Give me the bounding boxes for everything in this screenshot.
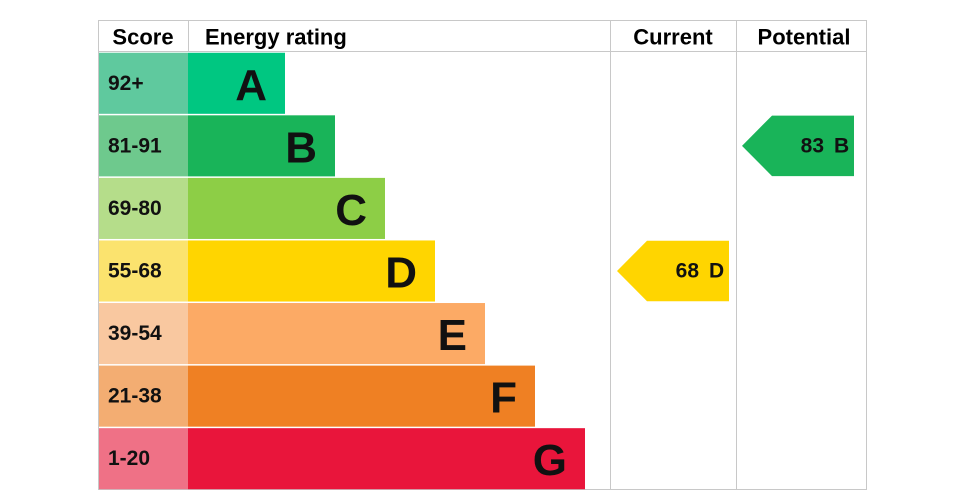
rating-letter: B [285, 123, 317, 172]
score-label: 81-91 [108, 134, 162, 157]
current-score: 68 [676, 259, 700, 282]
header-potential: Potential [758, 25, 851, 50]
score-cell [99, 115, 188, 177]
rating-letter: A [235, 61, 267, 110]
rating-bar [188, 428, 585, 490]
score-cell [99, 240, 188, 302]
rating-bar [188, 365, 535, 427]
potential-score: 83 [801, 134, 824, 157]
score-label: 21-38 [108, 385, 162, 408]
rating-bar [188, 115, 335, 177]
score-cell [99, 428, 188, 490]
score-label: 39-54 [108, 322, 162, 345]
rating-letter: E [438, 311, 467, 360]
current-arrow [617, 240, 729, 302]
rating-bar [188, 303, 485, 365]
header-score: Score [112, 25, 173, 50]
score-label: 92+ [108, 72, 144, 95]
score-label: 69-80 [108, 197, 162, 220]
header-current: Current [633, 25, 713, 50]
score-cell [99, 365, 188, 427]
rating-letter: D [385, 248, 417, 297]
current-band: D [709, 259, 724, 282]
rating-bar [188, 240, 435, 302]
score-cell [99, 177, 188, 239]
rating-letter: F [490, 374, 517, 423]
rating-letter: G [533, 436, 567, 485]
potential-arrow [742, 115, 854, 177]
score-label: 55-68 [108, 259, 162, 282]
header-energy-rating: Energy rating [205, 25, 347, 50]
rating-bar [188, 177, 385, 239]
rating-bar [188, 52, 285, 114]
score-label: 1-20 [108, 447, 150, 470]
frame [98, 20, 867, 490]
score-cell [99, 303, 188, 365]
potential-band: B [834, 134, 849, 157]
score-cell [99, 52, 188, 114]
rating-letter: C [335, 186, 367, 235]
grid [98, 20, 867, 490]
